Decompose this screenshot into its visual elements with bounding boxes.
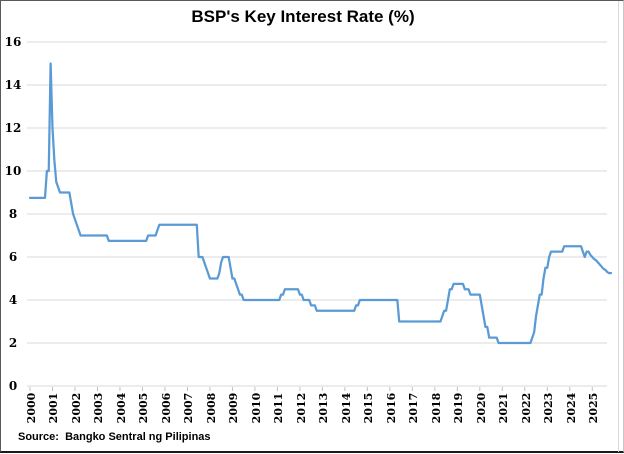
source-note: Source: Bangko Sentral ng Pilipinas (18, 431, 211, 443)
y-tick-label: 14 (4, 78, 22, 92)
x-tick-label: 2025 (587, 392, 601, 424)
x-tick-label: 2020 (474, 392, 488, 424)
x-tick-label: 2017 (407, 392, 421, 424)
y-tick-label: 8 (8, 207, 18, 221)
x-tick-label: 2014 (339, 392, 353, 424)
x-tick-label: 2024 (564, 392, 578, 424)
x-tick-label: 2016 (384, 392, 398, 424)
y-tick-label: 12 (4, 121, 22, 135)
x-tick-label: 2023 (542, 392, 556, 424)
x-tick-label: 2018 (429, 392, 443, 424)
x-tick-label: 2007 (182, 392, 196, 424)
x-tick-label: 2013 (317, 392, 331, 424)
y-tick-label: 16 (4, 35, 22, 49)
x-tick-label: 2012 (294, 392, 308, 424)
y-tick-label: 0 (8, 379, 18, 393)
x-tick-label: 2004 (114, 392, 128, 424)
x-tick-label: 2022 (519, 392, 533, 424)
x-tick-label: 2006 (159, 392, 173, 424)
x-tick-label: 2015 (362, 392, 376, 424)
x-tick-label: 2010 (249, 392, 263, 424)
x-tick-label: 2021 (497, 392, 511, 424)
x-tick-label: 2008 (204, 392, 218, 424)
x-tick-label: 2000 (25, 392, 38, 424)
chart-title: BSP's Key Interest Rate (%) (191, 7, 415, 26)
x-tick-label: 2019 (452, 392, 466, 424)
y-tick-label: 10 (4, 164, 22, 178)
x-tick-label: 2005 (137, 392, 151, 424)
x-tick-label: 2003 (92, 392, 106, 424)
y-tick-label: 2 (8, 336, 18, 350)
chart-right-border (618, 1, 619, 452)
x-tick-label: 2009 (227, 392, 241, 424)
x-tick-label: 2001 (47, 392, 61, 424)
rate-line (28, 62, 613, 345)
y-tick-label: 6 (8, 250, 18, 264)
x-tick-label: 2002 (69, 392, 83, 424)
y-tick-label: 4 (8, 293, 18, 307)
x-tick-label: 2011 (272, 392, 286, 424)
